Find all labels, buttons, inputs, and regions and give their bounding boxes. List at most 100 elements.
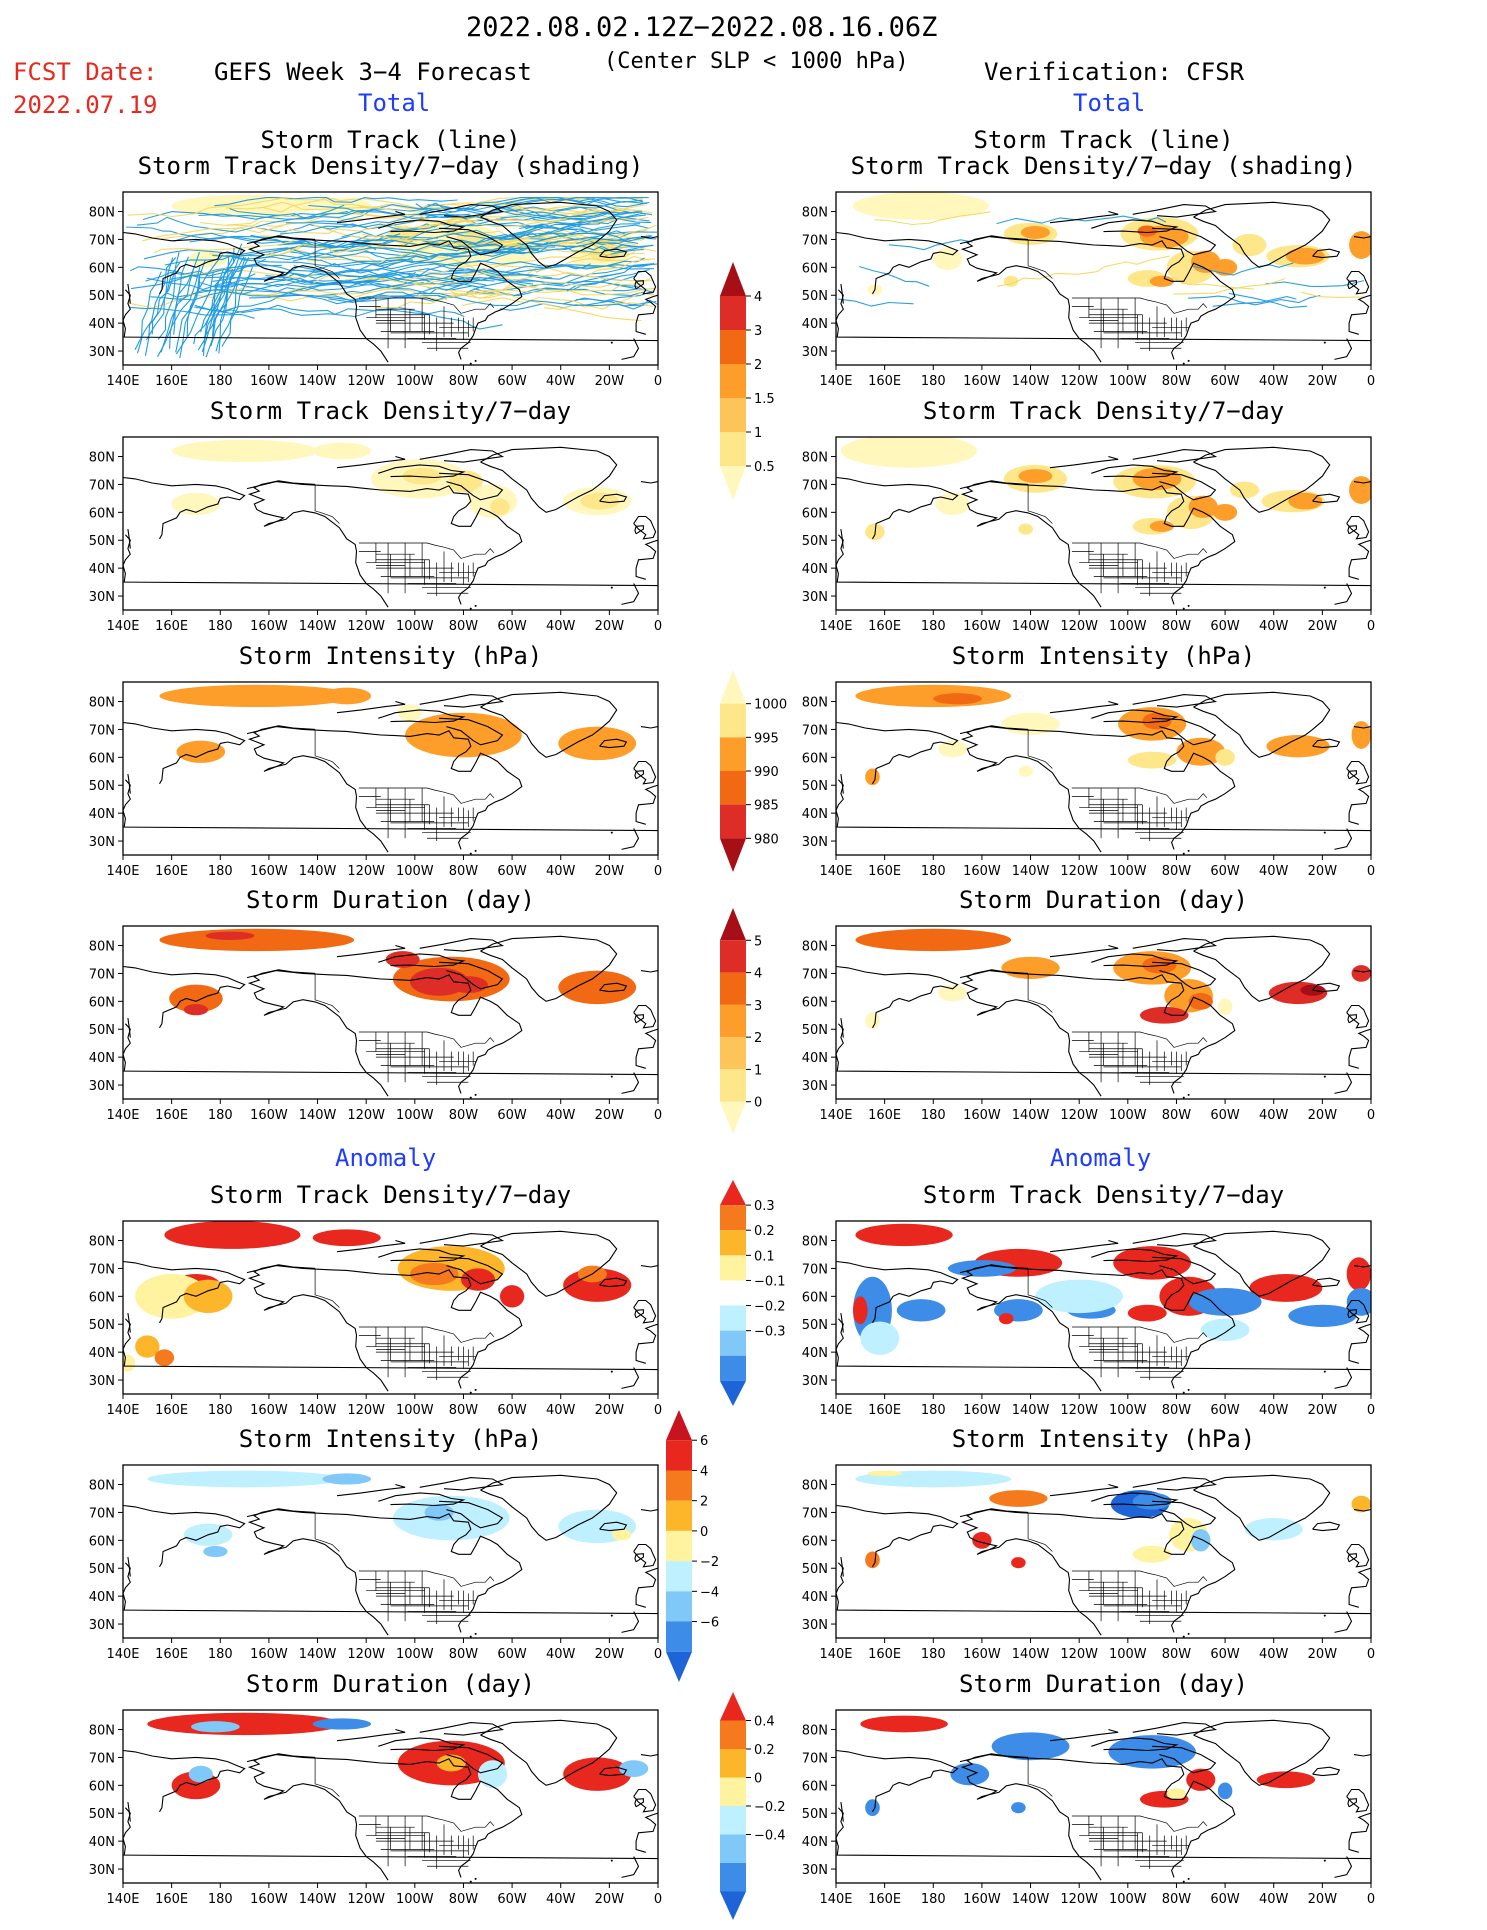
lon-tick-label: 140W bbox=[299, 619, 337, 634]
coastline bbox=[123, 1023, 658, 1076]
lon-tick-label: 60W bbox=[497, 864, 527, 879]
lon-tick-label: 60W bbox=[497, 619, 527, 634]
lat-tick-label: 60N bbox=[89, 1779, 115, 1794]
lon-tick-label: 160W bbox=[963, 864, 1001, 879]
coastline bbox=[1348, 1812, 1371, 1853]
map-canvas: 80N 70N 60N 50N 40N 30N 140E 160E 180 160W 140W 120… bbox=[89, 1464, 662, 1662]
shading-cell bbox=[188, 1765, 213, 1783]
lon-tick-label: 140W bbox=[299, 1647, 337, 1662]
coastline bbox=[959, 1754, 1236, 1878]
lon-tick-label: 140E bbox=[819, 1403, 852, 1418]
coastline bbox=[1049, 210, 1119, 224]
coastline bbox=[836, 779, 1371, 832]
lon-tick-label: 20W bbox=[1308, 374, 1338, 389]
shading-cell bbox=[1149, 520, 1175, 532]
lat-tick-label: 30N bbox=[89, 1618, 115, 1633]
lat-tick-label: 70N bbox=[89, 1751, 115, 1766]
lon-tick-label: 120W bbox=[1060, 1892, 1098, 1907]
lat-tick-label: 60N bbox=[802, 1779, 828, 1794]
lon-tick-label: 120W bbox=[1060, 1403, 1098, 1418]
coastline bbox=[640, 236, 658, 239]
lon-tick-label: 160W bbox=[250, 1892, 288, 1907]
shading-cell bbox=[933, 693, 982, 705]
coastline bbox=[127, 1557, 131, 1577]
lon-tick-label: 140E bbox=[106, 1108, 139, 1123]
lat-tick-label: 40N bbox=[802, 1590, 828, 1605]
lat-tick-label: 50N bbox=[802, 1807, 828, 1822]
coastline bbox=[633, 1543, 657, 1568]
shading-cell bbox=[322, 1473, 372, 1485]
map-canvas: 80N 70N 60N 50N 40N 30N 140E 160E 180 160W 140W 120… bbox=[89, 1220, 662, 1418]
map-panel-r2-c0: Storm Intensity (hPa) 80N 70N 60N 50N 40N 30N 1… bbox=[53, 602, 698, 887]
lat-tick-label: 60N bbox=[802, 995, 828, 1010]
lat-tick-label: 70N bbox=[802, 233, 828, 248]
shading-cell bbox=[1142, 712, 1172, 730]
coastline bbox=[633, 1788, 657, 1813]
lat-tick-label: 40N bbox=[802, 1051, 828, 1066]
colorbar-segment bbox=[720, 1749, 746, 1778]
lon-tick-label: 40W bbox=[546, 1403, 576, 1418]
shading-cell bbox=[191, 1721, 240, 1733]
colorbar-segment bbox=[720, 1180, 746, 1206]
coastline bbox=[1353, 236, 1371, 239]
coastline bbox=[1346, 270, 1370, 295]
lon-tick-label: 80W bbox=[449, 1403, 479, 1418]
coastline bbox=[336, 1728, 406, 1742]
coastline bbox=[1049, 944, 1119, 958]
colorbar-label: 980 bbox=[754, 832, 779, 847]
coastline bbox=[1346, 1543, 1370, 1568]
coastline bbox=[1312, 982, 1341, 993]
coastline bbox=[127, 1018, 131, 1038]
lon-tick-label: 140E bbox=[819, 1892, 852, 1907]
coastline bbox=[836, 1807, 1371, 1860]
panel-title: Storm Track (line) bbox=[973, 126, 1234, 154]
coastline bbox=[1312, 493, 1341, 504]
lon-tick-label: 80W bbox=[1162, 619, 1192, 634]
shading-cell bbox=[938, 740, 968, 758]
coastline bbox=[480, 1474, 618, 1541]
coastline bbox=[1334, 1072, 1353, 1094]
coastline bbox=[1091, 953, 1179, 968]
lon-tick-label: 180 bbox=[208, 1892, 233, 1907]
lon-tick-label: 160W bbox=[963, 1403, 1001, 1418]
lon-tick-label: 160W bbox=[250, 1108, 288, 1123]
lon-tick-label: 160W bbox=[963, 1892, 1001, 1907]
lat-tick-label: 70N bbox=[89, 478, 115, 493]
coastline bbox=[634, 525, 644, 535]
coastline bbox=[247, 480, 389, 608]
lon-tick-label: 180 bbox=[921, 619, 946, 634]
lon-tick-label: 140W bbox=[299, 864, 337, 879]
lon-tick-label: 40W bbox=[546, 864, 576, 879]
coastline bbox=[959, 726, 1236, 850]
coastline bbox=[123, 534, 658, 587]
colorbar-label: −0.4 bbox=[754, 1829, 786, 1844]
colorbar-label: −2 bbox=[700, 1555, 719, 1570]
colorbar-segment bbox=[666, 1651, 692, 1682]
coastline bbox=[1353, 1754, 1371, 1757]
shading-cell bbox=[1011, 1557, 1026, 1569]
coastline bbox=[634, 1309, 644, 1319]
shading-cell bbox=[402, 467, 442, 485]
lon-tick-label: 80W bbox=[449, 864, 479, 879]
lat-tick-label: 80N bbox=[802, 1235, 828, 1250]
colorbar-segment bbox=[720, 908, 746, 941]
coastline bbox=[1193, 1474, 1331, 1541]
lat-tick-label: 50N bbox=[89, 779, 115, 794]
coastline bbox=[960, 969, 1102, 1097]
colorbar-segment bbox=[720, 1330, 746, 1356]
shading-cell bbox=[1132, 467, 1182, 491]
lon-tick-label: 160E bbox=[155, 1108, 188, 1123]
coastline bbox=[1152, 1256, 1217, 1285]
coastline bbox=[1312, 248, 1341, 259]
lat-tick-label: 60N bbox=[89, 995, 115, 1010]
shading-cell bbox=[1346, 1257, 1371, 1291]
shading-cell bbox=[947, 1260, 1016, 1277]
panel-title: Storm Track Density/7−day bbox=[209, 397, 572, 425]
panel-title: Storm Track Density/7−day bbox=[922, 1181, 1285, 1209]
coastline bbox=[123, 965, 246, 1029]
shading-cell bbox=[183, 1279, 233, 1314]
shading-cell bbox=[1001, 712, 1060, 736]
shading-cell bbox=[468, 484, 517, 518]
shading-cell bbox=[499, 1285, 525, 1308]
lat-tick-label: 60N bbox=[89, 1290, 115, 1305]
